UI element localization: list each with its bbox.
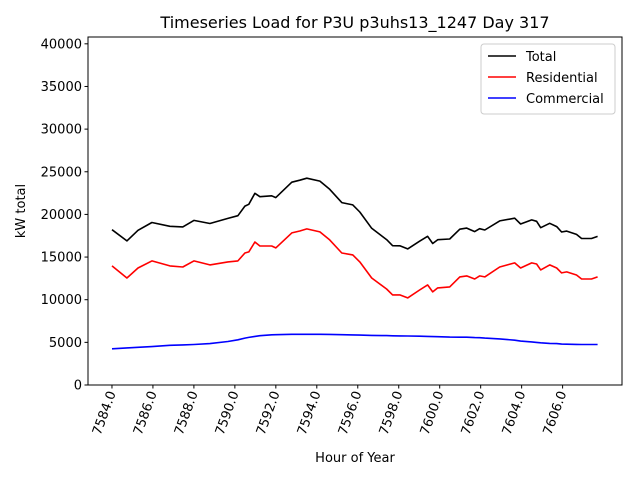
y-axis-label: kW total	[14, 184, 29, 238]
legend-frame	[480, 43, 616, 115]
series-line-total	[111, 177, 598, 250]
y-tick-label: 20000	[41, 208, 82, 223]
y-tick-label: 40000	[41, 37, 82, 52]
y-tick-label: 35000	[41, 80, 82, 95]
chart-title: Timeseries Load for P3U p3uhs13_1247 Day…	[159, 13, 549, 33]
y-tick-label: 5000	[49, 336, 82, 351]
series-line-commercial	[111, 333, 598, 350]
y-tick-label: 10000	[41, 293, 82, 308]
y-tick-label: 25000	[41, 165, 82, 180]
legend-label-commercial: Commercial	[526, 92, 604, 107]
legend: Total Residential Commercial	[480, 43, 616, 115]
y-tick-label: 30000	[41, 123, 82, 138]
series-line-residential	[111, 228, 598, 299]
y-axis: 0 5000 10000 15000 20000 25000 30000 35000 40000	[41, 37, 88, 394]
x-axis-label: Hour of Year	[315, 451, 395, 466]
axes-frame	[87, 36, 623, 386]
y-tick-label: 0	[74, 379, 82, 394]
legend-label-residential: Residential	[526, 71, 598, 86]
plot-area	[111, 177, 598, 350]
legend-label-total: Total	[525, 50, 556, 65]
y-tick-label: 15000	[41, 251, 82, 266]
